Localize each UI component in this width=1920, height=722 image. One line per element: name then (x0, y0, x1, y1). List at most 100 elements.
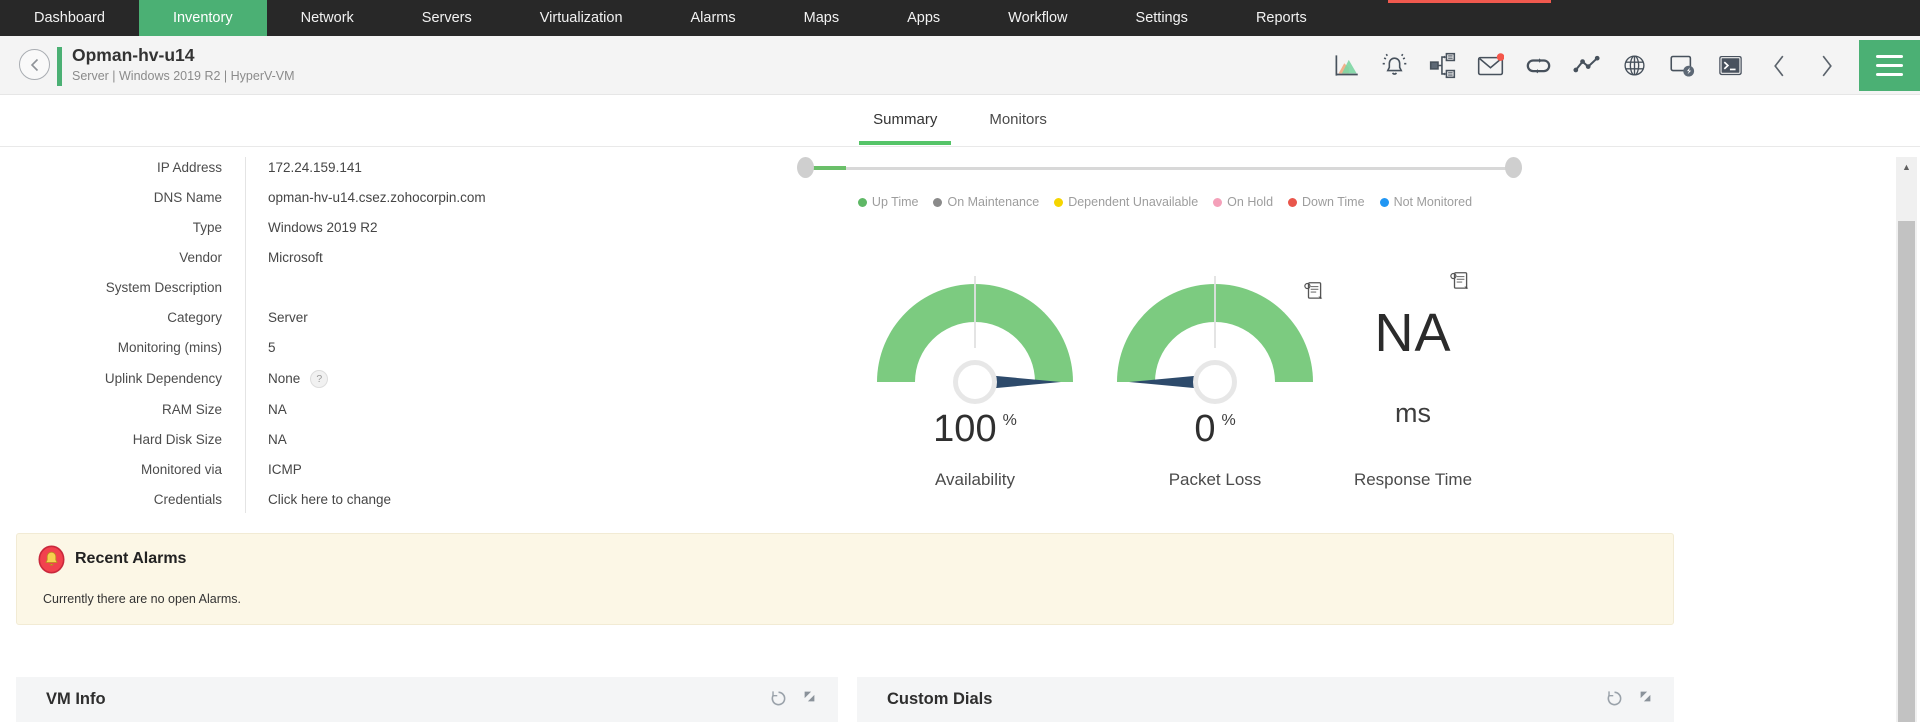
vertical-scrollbar[interactable]: ▲ (1896, 157, 1917, 722)
remote-access-icon[interactable] (1669, 52, 1696, 79)
detail-row-hard-disk-size: Hard Disk Size NA (0, 425, 700, 455)
mail-icon[interactable] (1477, 52, 1504, 79)
detail-label: Uplink Dependency (104, 371, 222, 386)
detail-value: NA (268, 432, 287, 447)
custom-dials-title: Custom Dials (887, 690, 993, 708)
refresh-icon[interactable] (1606, 690, 1623, 707)
legend-label: Down Time (1302, 195, 1365, 209)
top-nav: Dashboard Inventory Network Servers Virt… (0, 0, 1920, 36)
value-unit: % (1221, 412, 1236, 429)
refresh-icon[interactable] (770, 690, 787, 707)
workflow-icon[interactable] (1429, 52, 1456, 79)
detail-row-dns-name: DNS Name opman-hv-u14.csez.zohocorpin.co… (0, 183, 700, 213)
detail-value: opman-hv-u14.csez.zohocorpin.com (268, 190, 486, 205)
legend-item-on-maintenance: On Maintenance (933, 195, 1039, 209)
terminal-icon[interactable] (1717, 52, 1744, 79)
performance-graph-icon[interactable] (1333, 52, 1360, 79)
expand-icon[interactable] (803, 690, 820, 707)
detail-label: IP Address (156, 160, 222, 175)
globe-icon[interactable] (1621, 52, 1648, 79)
nav-item-settings[interactable]: Settings (1135, 10, 1188, 26)
device-subtitle: Server | Windows 2019 R2 | HyperV-VM (72, 69, 295, 83)
nav-item-workflow[interactable]: Workflow (1008, 10, 1068, 26)
page-next-icon[interactable] (1813, 52, 1840, 79)
gauge-label: Response Time (1353, 470, 1473, 489)
legend-dot (933, 197, 943, 207)
nav-item-inventory[interactable]: Inventory (138, 0, 267, 36)
detail-row-vendor: Vendor Microsoft (0, 243, 700, 273)
detail-label: Type (192, 220, 222, 235)
gauge-label: Packet Loss (1168, 470, 1262, 489)
legend-item-up-time: Up Time (857, 195, 918, 209)
back-button[interactable] (19, 49, 50, 80)
dependency-link-icon[interactable] (1525, 52, 1552, 79)
chevron-left-icon (30, 58, 38, 71)
detail-value: None? (268, 363, 329, 395)
value-number: 0 (1194, 408, 1216, 450)
legend-dot (1379, 197, 1389, 207)
detail-row-ram-size: RAM Size NA (0, 395, 700, 425)
status-legend: Up Time On Maintenance Dependent Unavail… (800, 195, 1530, 209)
detail-value: Windows 2019 R2 (268, 220, 378, 235)
nav-item-maps[interactable]: Maps (803, 10, 840, 26)
gauge-hub (953, 360, 997, 404)
vm-info-title: VM Info (46, 690, 106, 708)
menu-button[interactable] (1859, 40, 1920, 91)
device-title: Opman-hv-u14 (72, 45, 195, 65)
nav-item-dashboard[interactable]: Dashboard (34, 10, 105, 26)
gauge-value: 0% (1117, 408, 1313, 451)
page-prev-icon[interactable] (1765, 52, 1792, 79)
panel-actions (770, 690, 820, 707)
legend-label: Not Monitored (1393, 195, 1473, 209)
scrollbar-thumb[interactable] (1898, 221, 1915, 722)
nav-item-servers[interactable]: Servers (421, 10, 472, 26)
device-header: Opman-hv-u14 Server | Windows 2019 R2 | … (0, 36, 1920, 95)
slider-thumb-right[interactable] (1505, 157, 1522, 178)
slider-track[interactable] (804, 167, 1522, 170)
alarm-bell-badge-icon (38, 545, 65, 574)
gauge-label: Availability (934, 470, 1015, 489)
detail-label: Monitored via (140, 462, 222, 477)
expand-icon[interactable] (1639, 690, 1656, 707)
detail-label: Category (167, 310, 222, 325)
gauge-row: 100% Availability 0% Packet Loss (800, 272, 1530, 514)
detail-row-system-description: System Description (0, 273, 700, 303)
detail-value: Server (268, 310, 308, 325)
report-settings-icon[interactable] (1303, 280, 1325, 302)
gauge-hub (1193, 360, 1237, 404)
nav-item-network[interactable]: Network (300, 10, 354, 26)
detail-label: DNS Name (153, 190, 222, 205)
packet-loss-gauge: 0% Packet Loss (1117, 276, 1323, 514)
slider-thumb-left[interactable] (797, 157, 814, 178)
scroll-up-arrow[interactable]: ▲ (1902, 162, 1911, 172)
alarm-bell-icon[interactable] (1381, 52, 1408, 79)
nav-item-apps[interactable]: Apps (907, 10, 941, 26)
nav-item-virtualization[interactable]: Virtualization (539, 10, 623, 26)
legend-label: Dependent Unavailable (1068, 195, 1199, 209)
device-details-list: IP Address 172.24.159.141 DNS Name opman… (0, 153, 700, 515)
tab-monitors[interactable]: Monitors (989, 111, 1047, 128)
report-settings-icon[interactable] (1449, 270, 1471, 292)
response-time-unit: ms (1395, 398, 1431, 428)
tab-bar: Summary Monitors (0, 95, 1920, 147)
credentials-change-link[interactable]: Click here to change (268, 492, 392, 507)
detail-row-monitoring-interval: Monitoring (mins) 5 (0, 333, 700, 363)
nav-item-reports[interactable]: Reports (1255, 10, 1307, 26)
legend-item-dependent-unavailable: Dependent Unavailable (1054, 195, 1198, 209)
recent-alarms-message: Currently there are no open Alarms. (43, 592, 242, 606)
detail-row-category: Category Server (0, 303, 700, 333)
detail-row-credentials: Credentials Click here to change (0, 485, 700, 515)
tab-summary[interactable]: Summary (859, 111, 952, 146)
monitor-graph-icon[interactable] (1573, 52, 1600, 79)
help-icon[interactable]: ? (310, 370, 329, 388)
detail-row-type: Type Windows 2019 R2 (0, 213, 700, 243)
detail-row-ip-address: IP Address 172.24.159.141 (0, 153, 700, 183)
value-number: 100 (933, 408, 997, 450)
detail-value: Microsoft (268, 250, 323, 265)
nav-item-alarms[interactable]: Alarms (690, 10, 736, 26)
legend-dot (1288, 197, 1298, 207)
detail-label: System Description (105, 280, 222, 295)
legend-dot (1213, 197, 1223, 207)
summary-content: IP Address 172.24.159.141 DNS Name opman… (0, 147, 1920, 722)
